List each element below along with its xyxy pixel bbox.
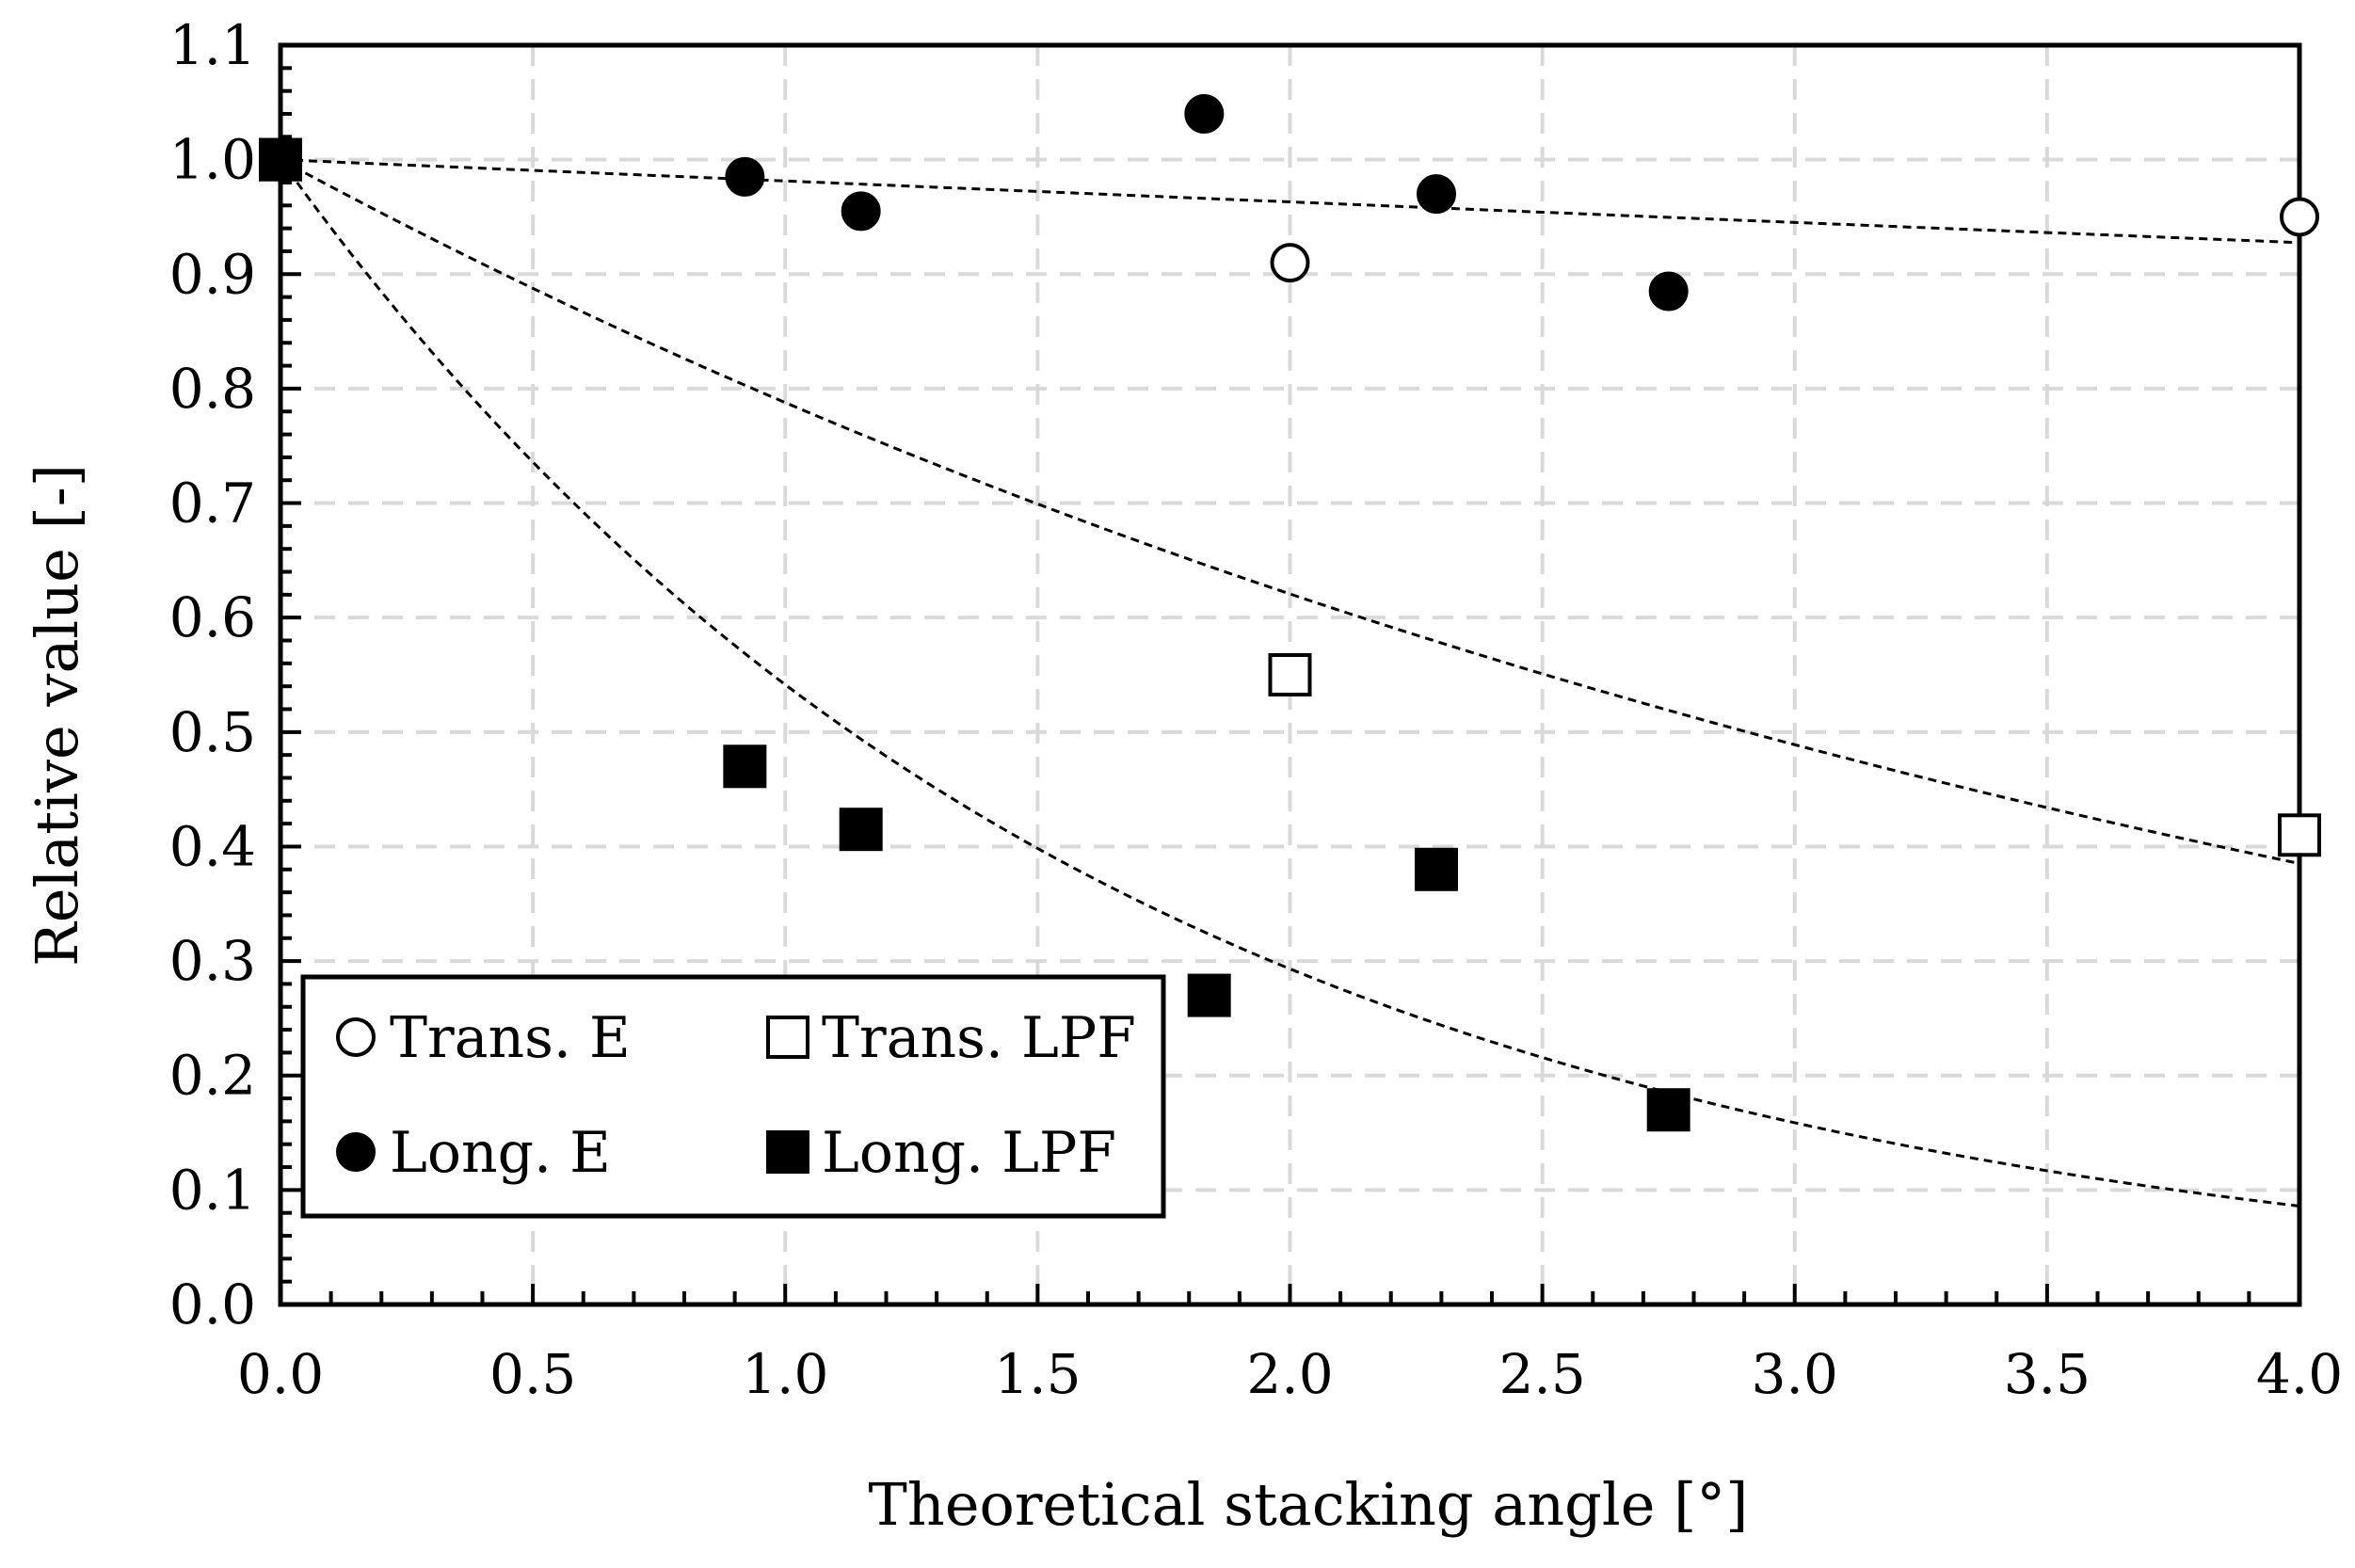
x-tick-label: 0.5	[489, 1342, 576, 1406]
y-tick-label: 0.8	[169, 357, 256, 421]
point-long-lpf	[723, 744, 767, 789]
y-tick-label: 0.9	[169, 242, 256, 306]
legend-marker-long-lpf	[766, 1130, 809, 1174]
y-tick-label: 0.5	[169, 700, 256, 764]
point-long-e	[1417, 174, 1457, 215]
x-tick-label: 1.0	[742, 1342, 828, 1406]
tick-labels: 0.0 0.5 1.0 1.5 2.0 2.5 3.0 3.5 4.0 0.0 0.1 0.2 0.3 0…	[169, 13, 2343, 1406]
point-long-lpf	[1187, 973, 1231, 1017]
y-tick-label: 0.1	[169, 1158, 256, 1222]
y-tick-label: 1.1	[169, 13, 256, 77]
legend-label-trans-lpf: Trans. LPF	[822, 1005, 1136, 1071]
trendline	[279, 158, 2300, 1208]
point-trans-e	[2280, 197, 2319, 237]
x-tick-label: 1.5	[994, 1342, 1081, 1406]
point-trans-lpf	[1268, 653, 1312, 696]
x-tick-label: 3.5	[2004, 1342, 2091, 1406]
x-tick-label: 2.0	[1246, 1342, 1333, 1406]
y-tick-label: 0.4	[169, 814, 256, 878]
trendline	[280, 158, 2300, 865]
y-tick-label: 0.6	[169, 585, 256, 649]
axes	[278, 42, 2302, 1307]
x-tick-label: 3.0	[1752, 1342, 1838, 1406]
trendlines	[279, 158, 2300, 1208]
point-long-lpf	[259, 137, 302, 182]
x-tick-label: 2.5	[1499, 1342, 1586, 1406]
point-trans-e	[1270, 243, 1310, 283]
y-tick-label: 0.3	[169, 929, 256, 993]
y-tick-label: 1.0	[169, 128, 256, 192]
y-tick-label: 0.2	[169, 1044, 256, 1108]
y-tick-label: 0.0	[169, 1272, 256, 1336]
legend-marker-trans-e	[336, 1017, 376, 1057]
point-long-e	[725, 156, 765, 197]
point-trans-lpf	[2278, 813, 2321, 857]
legend-label-trans-e: Trans. E	[390, 1005, 631, 1071]
point-long-lpf	[1415, 847, 1459, 891]
x-tick-label: 0.0	[237, 1342, 324, 1406]
point-long-e	[1648, 271, 1689, 312]
point-long-lpf	[839, 808, 883, 852]
legend-label-long-lpf: Long. LPF	[822, 1120, 1116, 1186]
y-axis-title: Relative value [-]	[23, 464, 91, 967]
legend-box	[300, 974, 1166, 1219]
legend-label-long-e: Long. E	[390, 1120, 611, 1186]
point-long-lpf	[1646, 1088, 1690, 1132]
x-axis-title: Theoretical stacking angle [°]	[869, 1470, 1749, 1539]
trendline	[280, 158, 2300, 245]
point-long-e	[841, 191, 881, 232]
legend: Trans. E Trans. LPF Long. E Long. LPF	[300, 974, 1166, 1219]
legend-marker-long-e	[336, 1132, 376, 1172]
point-long-e	[1184, 93, 1225, 134]
data-points	[259, 93, 2321, 1132]
legend-marker-trans-lpf	[766, 1016, 809, 1059]
y-tick-label: 0.7	[169, 472, 256, 536]
x-tick-label: 4.0	[2256, 1342, 2343, 1406]
